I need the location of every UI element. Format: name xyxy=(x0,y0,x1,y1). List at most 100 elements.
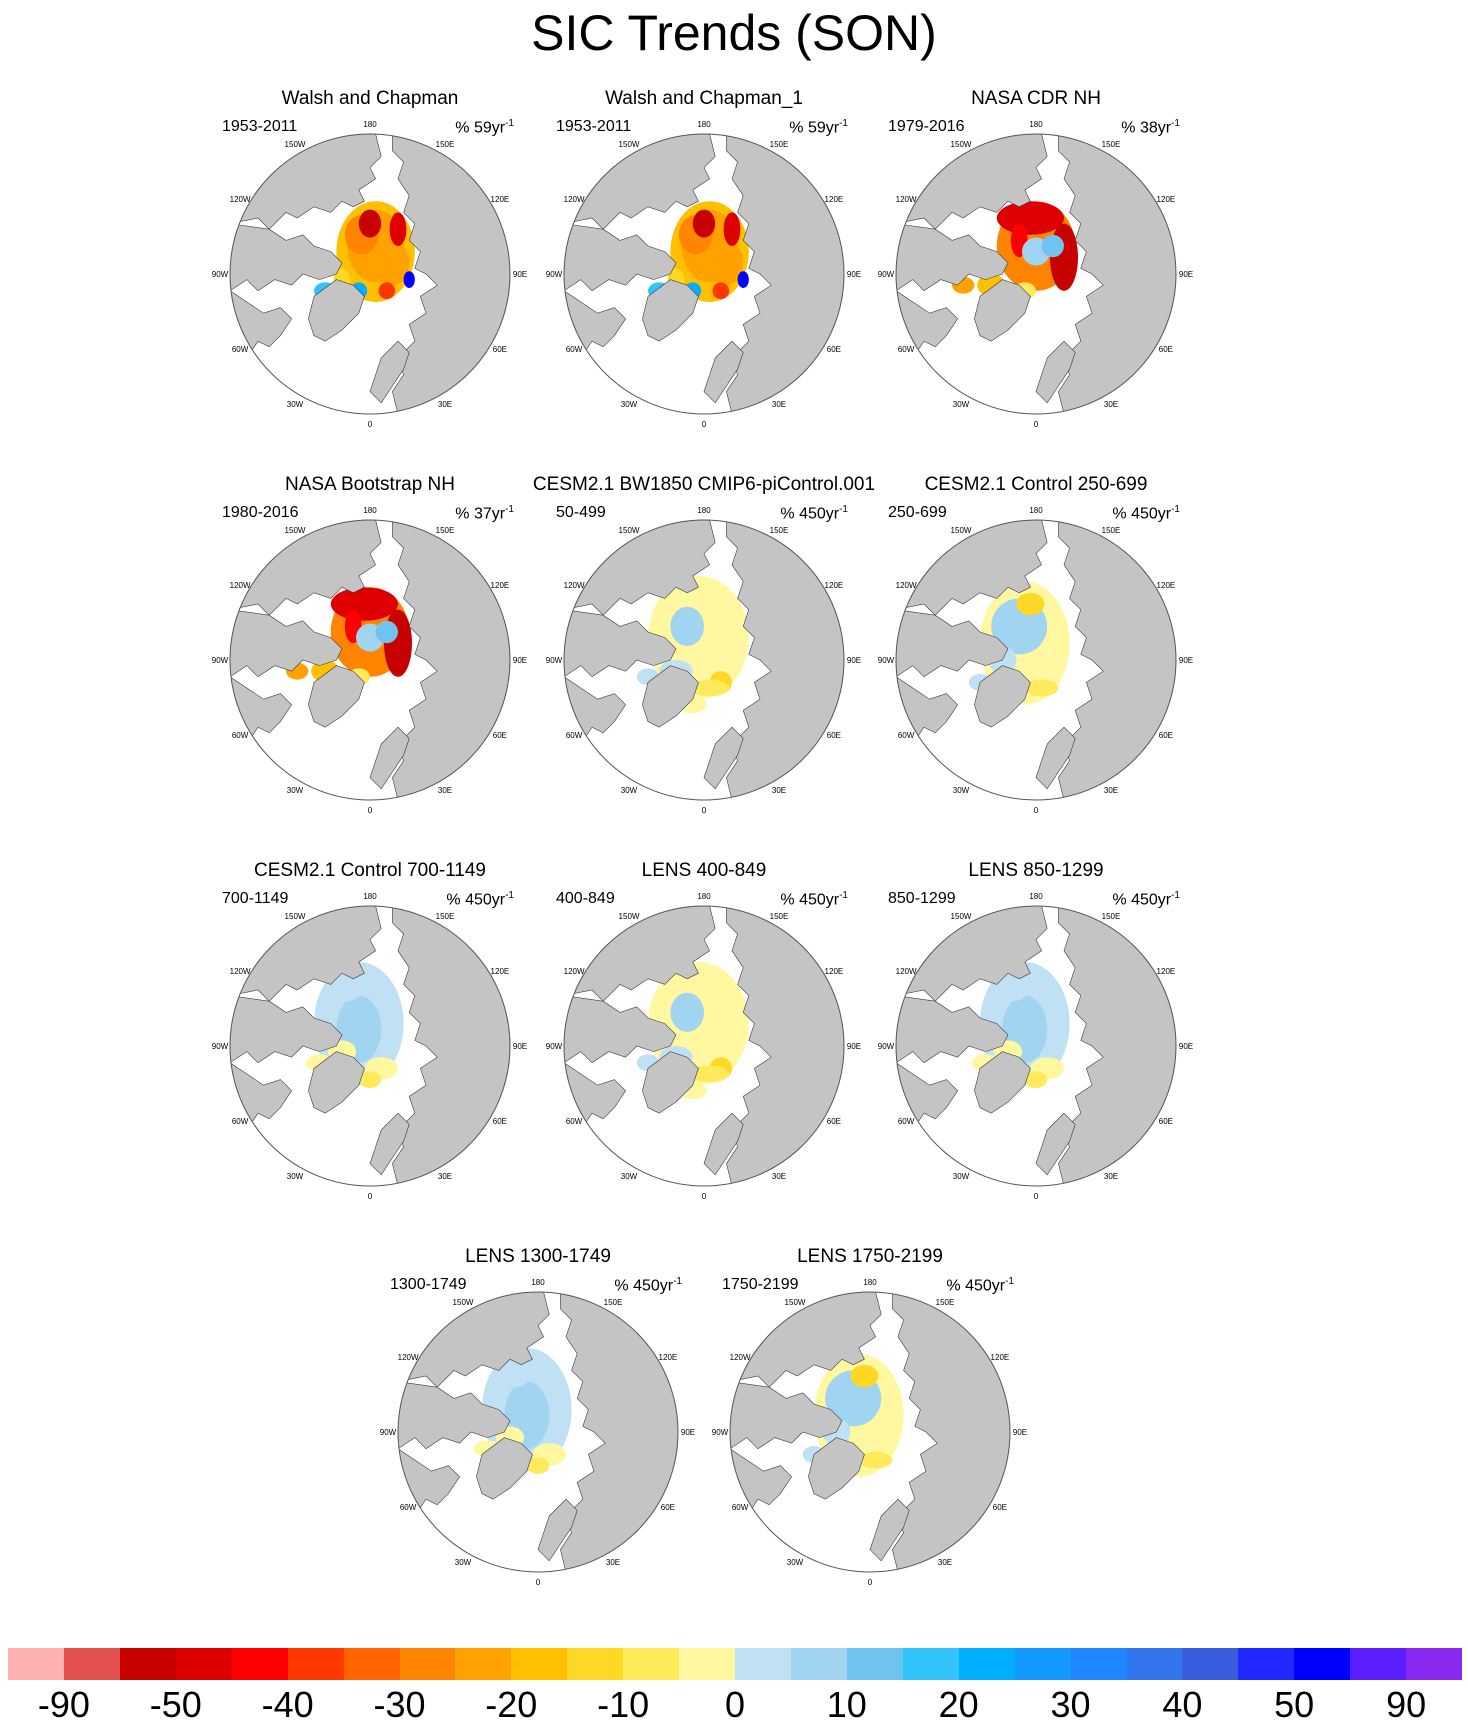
map-content xyxy=(230,134,510,414)
longitude-label: 150W xyxy=(951,526,972,535)
longitude-label: 180 xyxy=(363,506,377,515)
colorbar-segment xyxy=(175,1648,233,1680)
map-boundary xyxy=(229,905,511,1187)
polar-map: 180 150E 120E 90E 60E 30E 0 30W 60W 90W 120W 150W xyxy=(878,120,1193,429)
longitude-label: 150W xyxy=(619,140,640,149)
longitude-label: 60W xyxy=(898,731,915,740)
map-boundary xyxy=(563,905,845,1187)
longitude-label: 30W xyxy=(287,786,304,795)
longitude-label: 90W xyxy=(212,656,229,665)
colorbar-segment xyxy=(1294,1648,1351,1680)
map-panel: LENS 1750-2199 1750-2199 % 450yr-1 180 15… xyxy=(690,1246,1050,1630)
colorbar-segment xyxy=(1406,1648,1463,1680)
landmass xyxy=(896,223,1009,292)
landmass xyxy=(730,1381,843,1450)
colorbar-segment xyxy=(958,1648,1016,1680)
longitude-label: 90W xyxy=(212,1042,229,1051)
longitude-label: 120E xyxy=(825,195,844,204)
longitude-label: 30E xyxy=(438,786,452,795)
map-content xyxy=(564,906,844,1186)
sea-ice-trend-region xyxy=(712,282,730,300)
longitude-label: 0 xyxy=(1034,806,1039,815)
longitude-label: 60W xyxy=(898,1117,915,1126)
map-panel: LENS 850-1299 850-1299 % 450yr-1 180 150E… xyxy=(856,860,1216,1244)
panel-title: NASA Bootstrap NH xyxy=(284,474,456,495)
sea-ice-trend-region xyxy=(999,978,1028,1002)
longitude-label: 90W xyxy=(878,1042,895,1051)
landmass xyxy=(564,223,677,292)
longitude-label: 180 xyxy=(531,1278,545,1287)
colorbar-label: 20 xyxy=(938,1684,979,1725)
longitude-label: 150E xyxy=(1102,526,1121,535)
map-boundary xyxy=(229,519,511,801)
colorbar-label: 40 xyxy=(1162,1684,1203,1725)
longitude-label: 150E xyxy=(770,140,789,149)
panel-period: 700-1149 xyxy=(222,890,289,907)
longitude-label: 120W xyxy=(896,967,917,976)
scale-exponent: -1 xyxy=(839,118,848,129)
map-content xyxy=(564,134,844,414)
longitude-label: 180 xyxy=(363,892,377,901)
longitude-label: 90W xyxy=(380,1428,397,1437)
longitude-label: 90E xyxy=(847,656,861,665)
colorbar-segment xyxy=(63,1648,121,1680)
landmass xyxy=(703,340,744,404)
colorbar-segment xyxy=(1238,1648,1295,1680)
scale-exponent: -1 xyxy=(673,1276,682,1287)
longitude-label: 90E xyxy=(1013,1428,1027,1437)
landmass xyxy=(230,609,343,678)
panel-scale: % 59yr-1 xyxy=(789,115,848,137)
longitude-label: 180 xyxy=(363,120,377,129)
longitude-label: 0 xyxy=(702,1192,707,1201)
longitude-label: 90W xyxy=(878,656,895,665)
scale-exponent: -1 xyxy=(1005,1276,1014,1287)
longitude-label: 60E xyxy=(827,345,841,354)
landmass xyxy=(476,1437,533,1500)
panel-period: 400-849 xyxy=(556,890,615,907)
longitude-label: 150E xyxy=(1102,912,1121,921)
longitude-label: 90E xyxy=(513,270,527,279)
longitude-label: 150W xyxy=(453,1298,474,1307)
colorbar-segment xyxy=(1350,1648,1407,1680)
longitude-label: 0 xyxy=(368,420,373,429)
landmass xyxy=(726,134,844,414)
map-boundary xyxy=(563,133,845,415)
longitude-label: 60E xyxy=(1159,345,1173,354)
longitude-label: 30W xyxy=(953,400,970,409)
longitude-label: 30E xyxy=(772,786,786,795)
colorbar-label: -50 xyxy=(149,1684,202,1725)
longitude-label: 30E xyxy=(1104,1172,1118,1181)
longitude-label: 0 xyxy=(368,1192,373,1201)
landmass xyxy=(392,134,510,414)
colorbar-segment xyxy=(455,1648,512,1680)
map-boundary xyxy=(397,1291,679,1573)
colorbar-segment xyxy=(287,1648,344,1680)
longitude-label: 30E xyxy=(606,1558,620,1567)
scale-text: % 450yr xyxy=(1112,891,1172,909)
colorbar-label: 50 xyxy=(1274,1684,1315,1725)
sea-ice-trend-region xyxy=(389,212,407,246)
longitude-label: 60E xyxy=(1159,731,1173,740)
longitude-label: 90W xyxy=(212,270,229,279)
map-content xyxy=(896,520,1176,800)
scale-text: % 38yr xyxy=(1121,119,1172,137)
sea-ice-trend-region xyxy=(333,978,362,1002)
panel-period: 1300-1749 xyxy=(390,1276,467,1293)
landmass xyxy=(1058,134,1176,414)
longitude-label: 0 xyxy=(702,420,707,429)
landmass xyxy=(974,279,1031,342)
colorbar-segment xyxy=(846,1648,904,1680)
landmass xyxy=(308,279,365,342)
sea-ice-trend-region xyxy=(692,209,716,238)
longitude-label: 150W xyxy=(285,140,306,149)
longitude-label: 150E xyxy=(436,526,455,535)
longitude-label: 90E xyxy=(513,1042,527,1051)
panel-period: 50-499 xyxy=(556,504,606,521)
longitude-label: 0 xyxy=(868,1578,873,1587)
longitude-label: 90W xyxy=(546,270,563,279)
colorbar-label: -30 xyxy=(373,1684,426,1725)
landmass xyxy=(808,1437,865,1500)
polar-map: 180 150E 120E 90E 60E 30E 0 30W 60W 90W 120W 150W xyxy=(546,892,861,1201)
landmass xyxy=(1058,906,1176,1186)
map-content xyxy=(896,906,1176,1186)
